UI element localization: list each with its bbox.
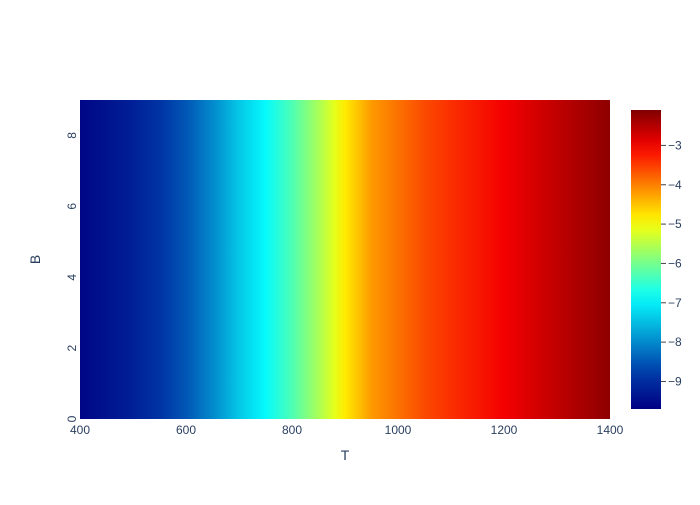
colorbar-tick-label: −3 xyxy=(668,138,682,152)
colorbar-tick-label: −5 xyxy=(668,217,682,231)
colorbar-tick-label: −6 xyxy=(668,256,682,270)
y-tick-label: 8 xyxy=(65,132,79,139)
y-axis-ticks: 0 2 4 6 8 xyxy=(65,132,79,423)
x-tick-label: 1000 xyxy=(385,423,412,437)
y-axis-label: B xyxy=(27,255,43,264)
colorbar-tick-label: −9 xyxy=(668,374,682,388)
x-tick-label: 800 xyxy=(282,423,302,437)
x-tick-label: 1400 xyxy=(597,423,624,437)
x-axis-ticks: 400 600 800 1000 1200 1400 xyxy=(70,423,624,437)
plot-area xyxy=(80,100,610,419)
colorbar: −9 −8 −7 −6 −5 −4 −3 xyxy=(631,110,682,409)
colorbar-tick-label: −8 xyxy=(668,335,682,349)
x-tick-label: 600 xyxy=(176,423,196,437)
x-tick-label: 400 xyxy=(70,423,90,437)
y-tick-label: 4 xyxy=(65,274,79,281)
y-tick-label: 2 xyxy=(65,344,79,351)
colorbar-tick-label: −7 xyxy=(668,296,682,310)
x-tick-label: 1200 xyxy=(491,423,518,437)
heatmap-cells xyxy=(80,100,610,419)
x-axis-label: T xyxy=(341,447,350,463)
colorbar-tick-label: −4 xyxy=(668,178,682,192)
y-tick-label: 6 xyxy=(65,203,79,210)
colorbar-scale xyxy=(631,110,661,409)
y-tick-label: 0 xyxy=(65,415,79,422)
